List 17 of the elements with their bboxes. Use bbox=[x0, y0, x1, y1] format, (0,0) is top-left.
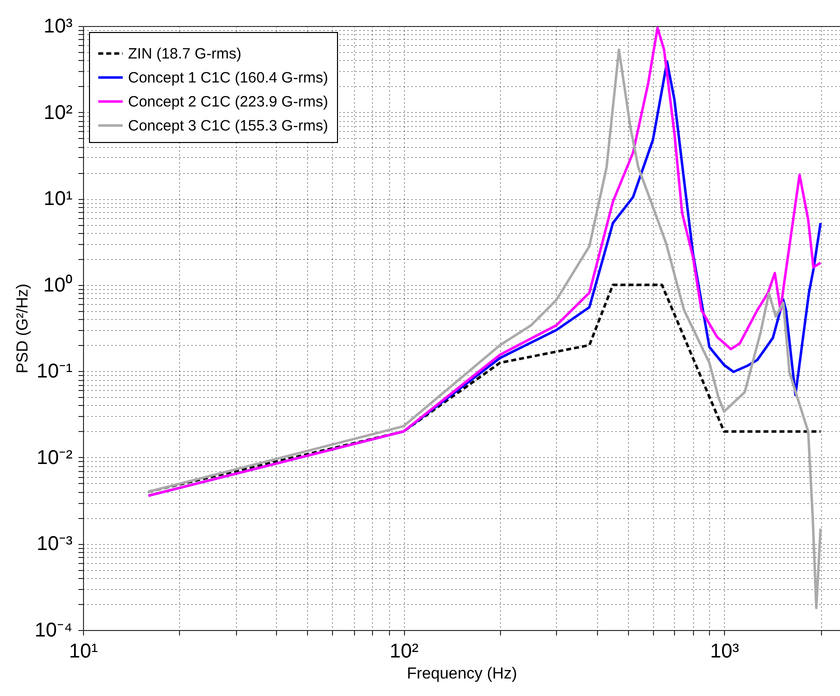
y-tick-label: 10⁻¹ bbox=[36, 360, 73, 383]
y-tick-label: 10⁰ bbox=[43, 273, 72, 296]
y-tick-label: 10⁻³ bbox=[36, 533, 73, 556]
legend-label: Concept 1 C1C (160.4 G-rms) bbox=[128, 70, 328, 86]
y-tick-label: 10² bbox=[44, 102, 73, 124]
y-axis-title: PSD (G²/Hz) bbox=[14, 284, 32, 374]
x-tick-label: 10¹ bbox=[69, 640, 98, 662]
legend-label: Concept 2 C1C (223.9 G-rms) bbox=[128, 94, 328, 110]
x-tick-label: 10² bbox=[390, 640, 419, 662]
y-tick-label: 10⁻² bbox=[36, 446, 73, 469]
y-tick-label: 10³ bbox=[44, 16, 73, 38]
x-tick-label: 10³ bbox=[710, 640, 740, 662]
x-axis-title: Frequency (Hz) bbox=[406, 666, 518, 682]
legend-label: Concept 3 C1C (155.3 G-rms) bbox=[128, 118, 328, 134]
y-tick-label: 10¹ bbox=[44, 188, 73, 210]
y-tick-label: 10⁻⁴ bbox=[34, 620, 72, 642]
legend-label: ZIN (18.7 G-rms) bbox=[128, 46, 242, 62]
